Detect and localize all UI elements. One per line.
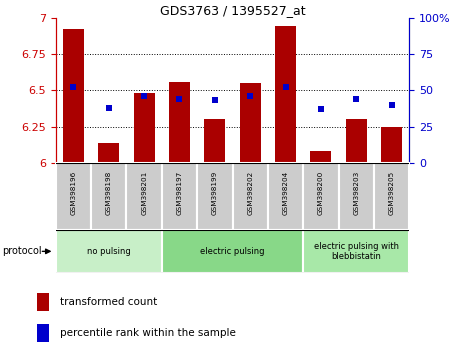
Bar (197, 163, 232, 230)
Bar (303, 230, 409, 273)
Title: GDS3763 / 1395527_at: GDS3763 / 1395527_at (159, 4, 306, 17)
Text: GSM398203: GSM398203 (353, 171, 359, 215)
Text: GSM398197: GSM398197 (177, 171, 182, 215)
Text: GSM398199: GSM398199 (212, 171, 218, 215)
Bar (162, 163, 197, 230)
Bar (169, 81, 190, 163)
Bar (56, 230, 162, 273)
Text: GSM398196: GSM398196 (71, 171, 76, 215)
Bar (303, 163, 339, 230)
Bar (56, 163, 91, 230)
Text: electric pulsing: electric pulsing (200, 247, 265, 256)
Bar (98, 143, 120, 163)
Bar (381, 126, 402, 163)
Bar (374, 163, 409, 230)
Bar (310, 151, 332, 163)
Bar (37, 324, 49, 342)
Point (282, 85, 289, 90)
Point (140, 93, 148, 99)
Bar (91, 163, 126, 230)
Bar (339, 163, 374, 230)
Point (317, 106, 325, 112)
Text: percentile rank within the sample: percentile rank within the sample (60, 328, 236, 338)
Bar (133, 93, 155, 163)
Bar (204, 119, 226, 163)
Bar (275, 27, 296, 163)
Bar (239, 83, 261, 163)
Bar (232, 163, 268, 230)
Point (388, 102, 395, 108)
Text: no pulsing: no pulsing (87, 247, 131, 256)
Text: GSM398205: GSM398205 (389, 171, 394, 215)
Text: GSM398204: GSM398204 (283, 171, 288, 215)
Text: protocol: protocol (2, 246, 42, 256)
Point (176, 96, 183, 102)
Bar (162, 230, 303, 273)
Point (70, 85, 77, 90)
Bar (126, 163, 162, 230)
Text: transformed count: transformed count (60, 297, 157, 307)
Point (352, 96, 360, 102)
Text: electric pulsing with
blebbistatin: electric pulsing with blebbistatin (314, 242, 399, 261)
Bar (63, 29, 84, 163)
Point (246, 93, 254, 99)
Bar (345, 119, 367, 163)
Point (211, 98, 219, 103)
Text: GSM398200: GSM398200 (318, 171, 324, 215)
Bar (37, 293, 49, 312)
Point (105, 105, 113, 110)
Bar (268, 163, 303, 230)
Text: GSM398202: GSM398202 (247, 171, 253, 215)
Text: GSM398198: GSM398198 (106, 171, 112, 215)
Text: GSM398201: GSM398201 (141, 171, 147, 215)
